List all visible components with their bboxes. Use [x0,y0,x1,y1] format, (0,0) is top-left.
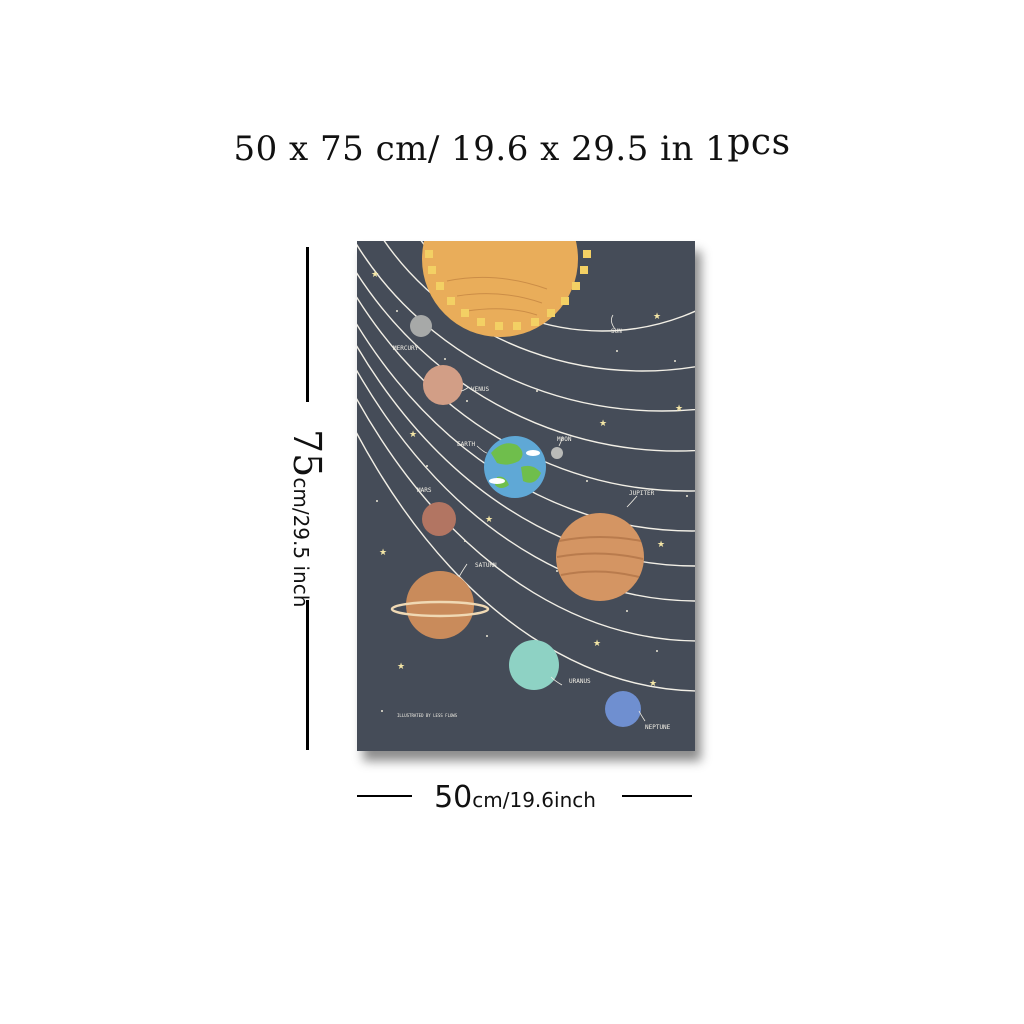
poster-artwork: ★★★ ★★★ ★★★ ★★★ [357,241,695,751]
orbit-lines [357,241,695,692]
uranus-icon [509,640,559,690]
svg-text:★: ★ [397,662,405,672]
label-venus: VENUS [471,386,489,393]
svg-text:★: ★ [649,679,657,689]
svg-text:★: ★ [409,430,417,440]
label-leaders [458,314,646,722]
quantity-number: 1 [705,129,728,169]
venus-icon [423,365,463,405]
solar-system-poster: ★★★ ★★★ ★★★ ★★★ [357,241,695,751]
width-line-left [357,795,412,797]
stars: ★★★ ★★★ ★★★ ★★★ [371,270,683,689]
label-neptune: NEPTUNE [645,724,671,731]
width-dimension-label: 50cm/19.6inch [410,780,620,815]
mercury-icon [410,315,432,337]
height-line-top [306,247,309,402]
svg-text:★: ★ [593,639,601,649]
label-mars: MARS [417,487,432,494]
label-saturn: SATURN [475,562,497,569]
svg-text:★: ★ [657,540,665,550]
jupiter-icon [556,513,644,601]
mars-icon [422,502,456,536]
svg-text:★: ★ [653,312,661,322]
svg-text:★: ★ [379,548,387,558]
earth-icon [484,436,546,498]
saturn-icon [390,571,490,639]
svg-text:★: ★ [371,270,379,280]
illustrator-credit: ILLUSTRATED BY LESS FLOWS [397,713,458,718]
height-line-bottom [306,600,309,750]
label-mercury: MERCURY [393,345,419,352]
moon-icon [551,447,563,459]
label-jupiter: JUPITER [629,490,655,497]
label-moon: MOON [557,436,572,443]
height-dimension-label: 75cm/29.5 inch [285,429,329,607]
label-earth: EARTH [457,441,475,448]
neptune-icon [605,691,641,727]
width-unit: cm/19.6inch [472,788,596,812]
label-uranus: URANUS [569,678,591,685]
quantity-unit: pcs [727,122,791,163]
height-unit: cm/29.5 inch [289,477,313,608]
svg-text:★: ★ [675,404,683,414]
size-text: 50 x 75 cm/ 19.6 x 29.5 in [233,129,694,169]
svg-text:★: ★ [485,515,493,525]
size-title: 50 x 75 cm/ 19.6 x 29.5 in 1pcs [0,122,1024,169]
svg-text:★: ★ [599,419,607,429]
width-value: 50 [434,780,473,815]
width-line-right [622,795,692,797]
label-sun: SUN [611,328,622,335]
sun-rays [425,250,591,330]
height-value: 75 [285,429,329,478]
